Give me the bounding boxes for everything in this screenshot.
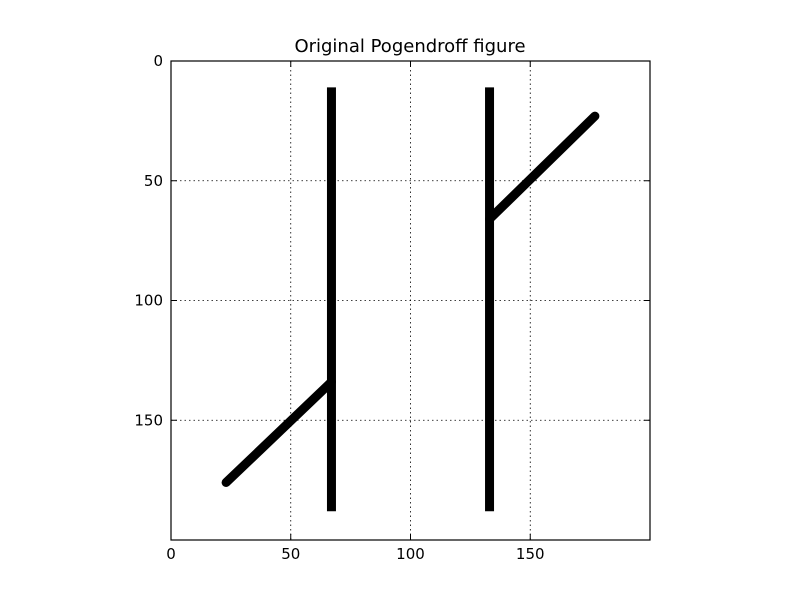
upper-right-oblique (485, 111, 600, 224)
chart-title: Original Pogendroff figure (294, 36, 525, 57)
axis-ticks: 0 50 100 150 0 50 100 150 (134, 52, 650, 563)
y-tick-label: 50 (144, 172, 163, 190)
x-tick-label: 50 (281, 545, 300, 563)
y-tick-label: 150 (134, 411, 163, 429)
x-tick-label: 0 (166, 545, 176, 563)
x-tick-label: 150 (516, 545, 545, 563)
lower-left-oblique (221, 377, 336, 488)
x-tick-label: 100 (396, 545, 425, 563)
y-tick-label: 100 (134, 292, 163, 310)
y-tick-label: 0 (153, 52, 163, 70)
figure-segments (221, 87, 600, 512)
